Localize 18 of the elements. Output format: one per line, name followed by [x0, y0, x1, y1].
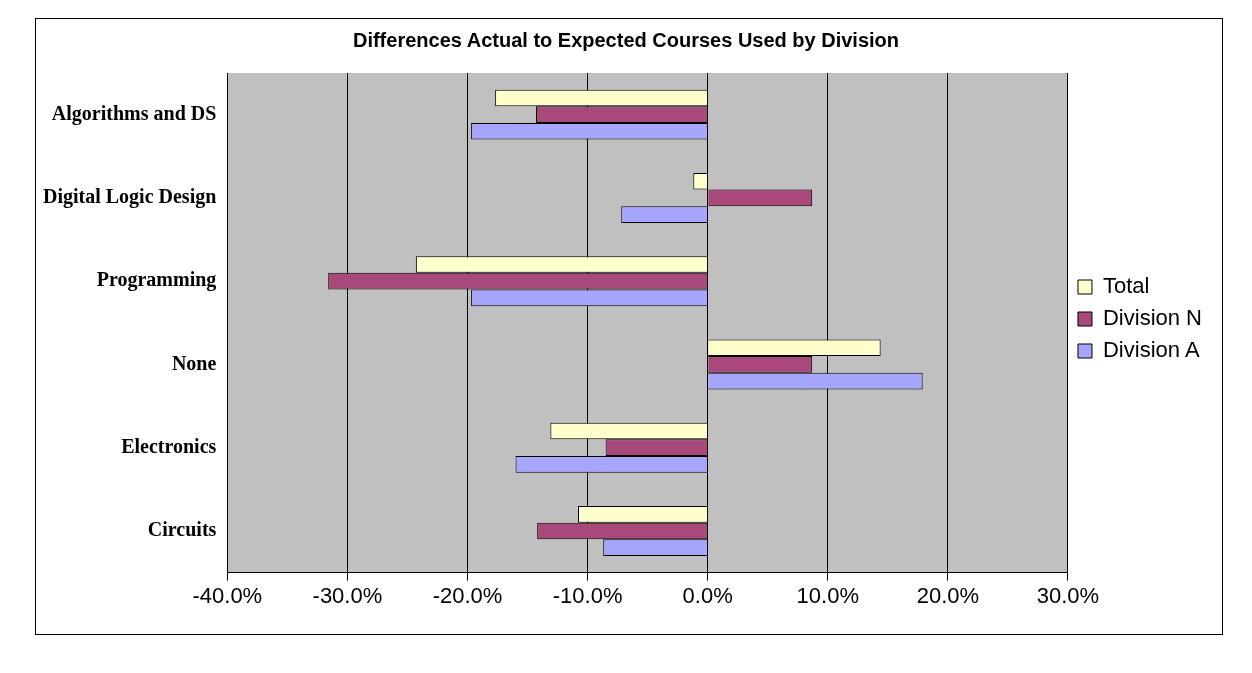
legend-label: Division A	[1102, 337, 1200, 363]
y-tick-label: None	[171, 351, 217, 374]
y-tick-label: Circuits	[147, 518, 217, 541]
y-tick-label: Digital Logic Design	[42, 185, 217, 209]
y-tick-label: Algorithms and DS	[51, 101, 217, 125]
y-tick-label: Programming	[96, 268, 217, 292]
x-tick-label: 30.0%	[1036, 582, 1100, 608]
legend-label: Division N	[1102, 305, 1203, 331]
x-tick-label: 0.0%	[682, 582, 733, 608]
x-tick-label: -20.0%	[432, 582, 503, 608]
legend-label: Total	[1102, 273, 1150, 299]
x-tick-label: -40.0%	[192, 582, 263, 608]
x-tick-label: 20.0%	[916, 582, 980, 608]
x-tick-label: 10.0%	[796, 582, 859, 608]
y-tick-label: Electronics	[121, 434, 217, 457]
x-tick-label: -10.0%	[552, 582, 623, 608]
chart-title: Differences Actual to Expected Courses Used by Division	[352, 28, 900, 51]
x-tick-label: -30.0%	[312, 582, 383, 608]
